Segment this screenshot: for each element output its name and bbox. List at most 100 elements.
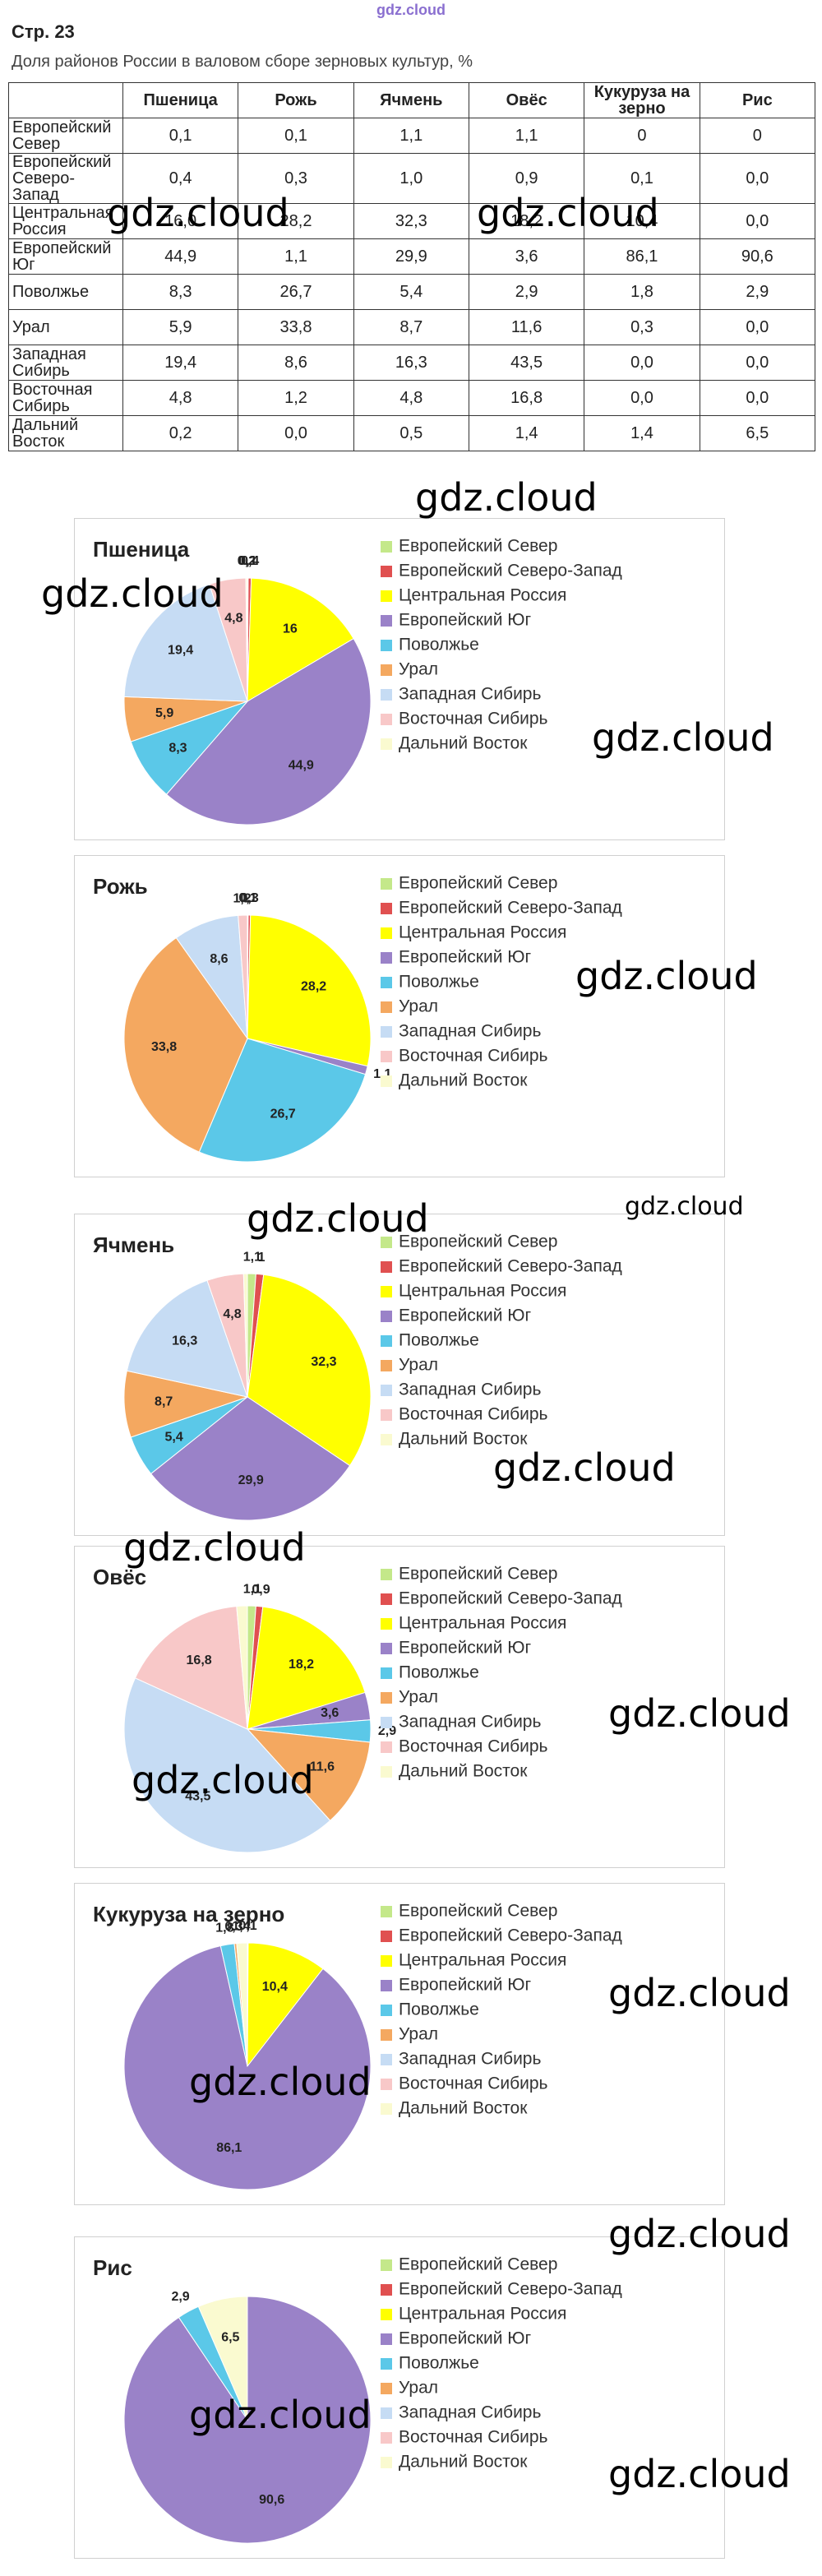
- table-cell: 0,0: [699, 380, 816, 416]
- table-cell: 0,0: [238, 415, 354, 451]
- legend-swatch: [381, 590, 392, 602]
- legend-label: Европейский Юг: [399, 1639, 532, 1658]
- legend-swatch: [381, 952, 392, 964]
- data-label: 16,8: [187, 1653, 212, 1667]
- table-cell: 1,1: [353, 118, 469, 154]
- legend-swatch: [381, 2079, 392, 2090]
- page-number: Стр. 23: [12, 21, 75, 42]
- legend-swatch: [381, 2309, 392, 2320]
- legend-label: Европейский Север: [399, 1233, 557, 1251]
- watermark: gdz.cloud: [592, 715, 774, 760]
- legend-swatch: [381, 2358, 392, 2370]
- table-row: Западная Сибирь 19,4 8,6 16,3 43,5 0,0 0,0: [8, 345, 816, 381]
- chart-title: Кукуруза на зерно: [93, 1902, 284, 1926]
- legend-label: Центральная Россия: [399, 2305, 566, 2324]
- column-header: Ячмень: [353, 82, 469, 118]
- legend-label: Европейский Север: [399, 1565, 557, 1584]
- pie-slice: [236, 1942, 248, 2067]
- table-cell: 1,2: [238, 380, 354, 416]
- data-label: 1,1: [243, 1250, 261, 1264]
- data-label: 11,6: [310, 1760, 335, 1774]
- chart: Рис 90,6 2,9 6,5 Европейский Север Европейски…: [93, 2255, 622, 2544]
- pie-slice: [123, 1677, 331, 1853]
- legend-label: Западная Сибирь: [399, 2050, 541, 2069]
- legend-swatch: [381, 977, 392, 988]
- chart-title: Овёс: [93, 1565, 146, 1589]
- watermark: gdz.cloud: [415, 475, 598, 520]
- watermark: gdz.cloud: [575, 954, 758, 998]
- data-label: 0,3: [241, 891, 259, 905]
- data-table: Пшеница Рожь Ячмень Овёс Кукуруза на зерно Ри…: [8, 82, 816, 451]
- legend-label: Восточная Сибирь: [399, 2428, 548, 2447]
- column-header: Рожь: [238, 82, 354, 118]
- table-cell: 16,3: [353, 345, 469, 381]
- table-cell: 32,3: [353, 203, 469, 239]
- table-row: Европейский Северо-Запад 0,4 0,3 1,0 0,9 0,1 0…: [8, 153, 816, 204]
- pie-slice: [150, 1396, 351, 1521]
- data-label: 90,6: [259, 2493, 284, 2507]
- legend-swatch: [381, 2054, 392, 2065]
- legend-label: Европейский Северо-Запад: [399, 1926, 622, 1945]
- legend-swatch: [381, 1075, 392, 1087]
- chart: Овёс 1,10,918,23,62,911,643,516,8Европейс…: [93, 1565, 622, 1853]
- legend-swatch: [381, 2383, 392, 2394]
- legend-label: Урал: [399, 1356, 438, 1375]
- legend-label: Европейский Северо-Запад: [399, 2280, 622, 2299]
- watermark: gdz.cloud: [41, 571, 224, 616]
- legend-label: Европейский Юг: [399, 1306, 532, 1325]
- legend-label: Поволжье: [399, 636, 479, 654]
- table-cell: 3,6: [468, 238, 585, 275]
- legend-label: Западная Сибирь: [399, 1380, 541, 1399]
- legend-swatch: [381, 1593, 392, 1605]
- row-header: Европейский Север: [8, 118, 123, 154]
- data-label: 8,7: [155, 1394, 173, 1408]
- watermark: gdz.cloud: [123, 1525, 306, 1570]
- legend-swatch: [381, 615, 392, 627]
- legend-label: Дальний Восток: [399, 1071, 528, 1090]
- legend-label: Восточная Сибирь: [399, 1737, 548, 1756]
- legend-swatch: [381, 2457, 392, 2468]
- legend-swatch: [381, 714, 392, 725]
- watermark: gdz.cloud: [107, 191, 289, 235]
- data-label: 44,9: [289, 759, 314, 773]
- legend-label: Европейский Юг: [399, 948, 532, 967]
- data-label: 16,3: [172, 1334, 197, 1348]
- watermark: gdz.cloud: [477, 191, 659, 235]
- table-cell: 43,5: [468, 345, 585, 381]
- logo: gdz.cloud: [376, 2, 446, 18]
- data-label: 0,1: [238, 1919, 256, 1933]
- watermark: gdz.cloud: [189, 2060, 372, 2104]
- pie-slice: [247, 1606, 366, 1730]
- legend-swatch: [381, 2259, 392, 2271]
- table-cell: 8,7: [353, 309, 469, 345]
- legend-swatch: [381, 1026, 392, 1038]
- watermark: gdz.cloud: [608, 2452, 791, 2496]
- data-label: 8,3: [169, 741, 187, 755]
- table-cell: 33,8: [238, 309, 354, 345]
- data-label: 33,8: [151, 1040, 177, 1054]
- table-cell: 1,0: [353, 153, 469, 204]
- data-label: 43,5: [185, 1790, 210, 1804]
- data-label: 6,5: [221, 2330, 239, 2344]
- legend-swatch: [381, 1569, 392, 1580]
- table-cell: 4,8: [122, 380, 239, 416]
- chart: Ячмень 1,11 32,3 29,9 5,4 8,7 16,3 4,8 Европейск…: [93, 1233, 622, 1521]
- table-cell: 5,4: [353, 274, 469, 310]
- legend-label: Западная Сибирь: [399, 1022, 541, 1041]
- legend-label: Дальний Восток: [399, 734, 528, 753]
- pie-slice: [247, 914, 372, 1067]
- legend-swatch: [381, 640, 392, 651]
- data-label: 29,9: [238, 1473, 264, 1487]
- chart-title: Рожь: [93, 874, 148, 899]
- data-label: 5,4: [164, 1430, 182, 1444]
- table-cell: 2,9: [699, 274, 816, 310]
- pie-slice: [238, 914, 248, 1039]
- data-label: 0,4: [241, 554, 259, 568]
- data-label: 8,6: [210, 952, 228, 966]
- table-cell: 4,8: [353, 380, 469, 416]
- legend-swatch: [381, 1980, 392, 1991]
- pie-slice: [246, 1728, 371, 1821]
- table-cell: 5,9: [122, 309, 239, 345]
- legend-label: Урал: [399, 2379, 438, 2398]
